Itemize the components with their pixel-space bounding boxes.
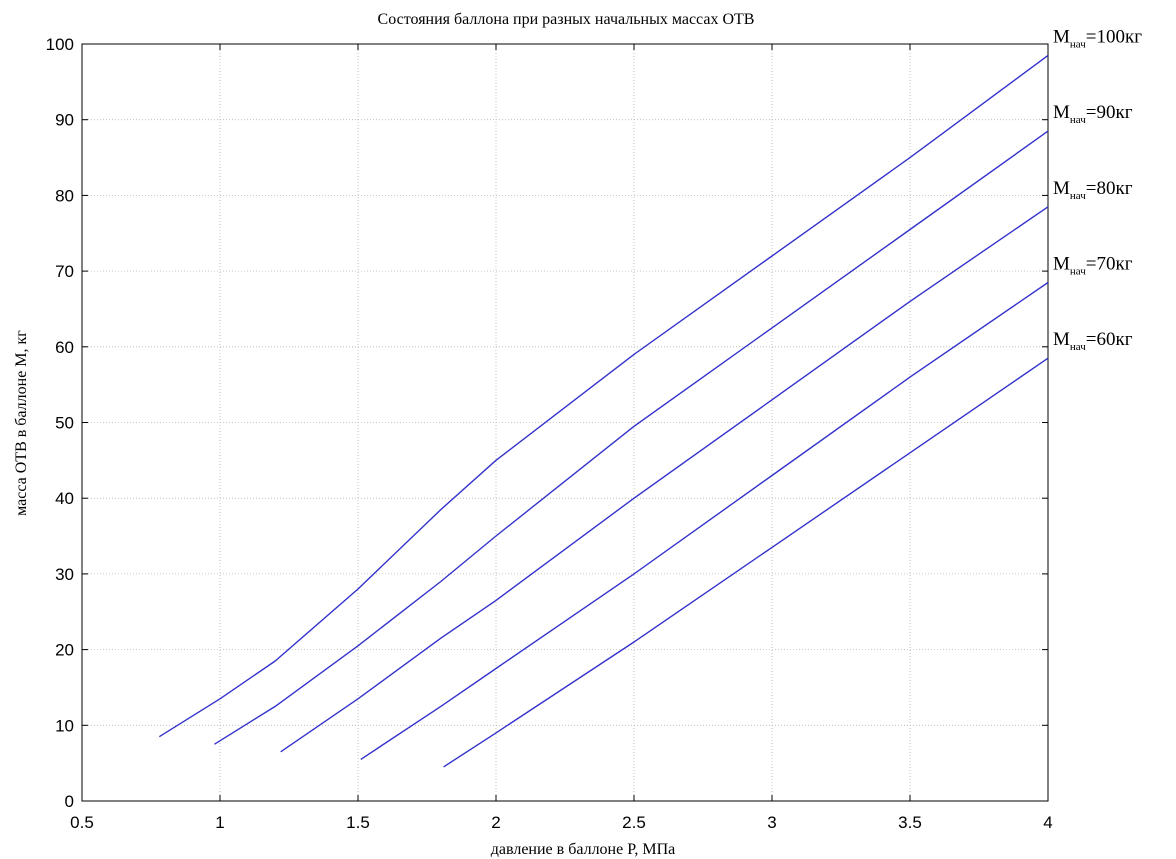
y-tick-label: 30 [55, 565, 74, 584]
x-tick-label: 1 [215, 813, 224, 832]
y-axis-label: масса ОТВ в баллоне М, кг [13, 330, 30, 516]
y-tick-label: 100 [46, 35, 74, 54]
grid [82, 44, 1048, 801]
curve-label-5: Мнач=60кг [1053, 329, 1133, 353]
curve-label-2: Мнач=90кг [1053, 102, 1133, 126]
x-tick-label: 4 [1043, 813, 1052, 832]
y-tick-label: 80 [55, 186, 74, 205]
series-line-3 [280, 206, 1049, 753]
curve-label-3: Мнач=80кг [1053, 178, 1133, 202]
series-line-1 [158, 54, 1049, 738]
x-tick-label: 3.5 [898, 813, 922, 832]
x-axis-label: давление в баллоне P, МПа [491, 841, 675, 858]
series-line-2 [214, 130, 1049, 745]
y-tick-label: 0 [65, 792, 74, 811]
y-tick-label: 60 [55, 338, 74, 357]
y-tick-label: 20 [55, 641, 74, 660]
y-tick-label: 90 [55, 111, 74, 130]
y-tick-label: 50 [55, 414, 74, 433]
x-tick-label: 2 [491, 813, 500, 832]
y-tick-label: 70 [55, 262, 74, 281]
curve-label-4: Мнач=70кг [1053, 253, 1133, 277]
series-line-5 [443, 357, 1049, 768]
series-line-4 [360, 281, 1049, 760]
series [158, 54, 1049, 768]
y-tick-label: 10 [55, 716, 74, 735]
x-tick-label: 0.5 [70, 813, 94, 832]
x-tick-label: 2.5 [622, 813, 646, 832]
x-tick-label: 3 [767, 813, 776, 832]
chart-title: Состояния баллона при разных начальных м… [378, 11, 755, 28]
curve-labels: Мнач=100кг Мнач=90кг Мнач=80кг Мнач=70кг Мна… [1053, 26, 1142, 353]
y-tick-label: 40 [55, 489, 74, 508]
curve-label-1: Мнач=100кг [1053, 26, 1142, 50]
x-tick-label: 1.5 [346, 813, 370, 832]
